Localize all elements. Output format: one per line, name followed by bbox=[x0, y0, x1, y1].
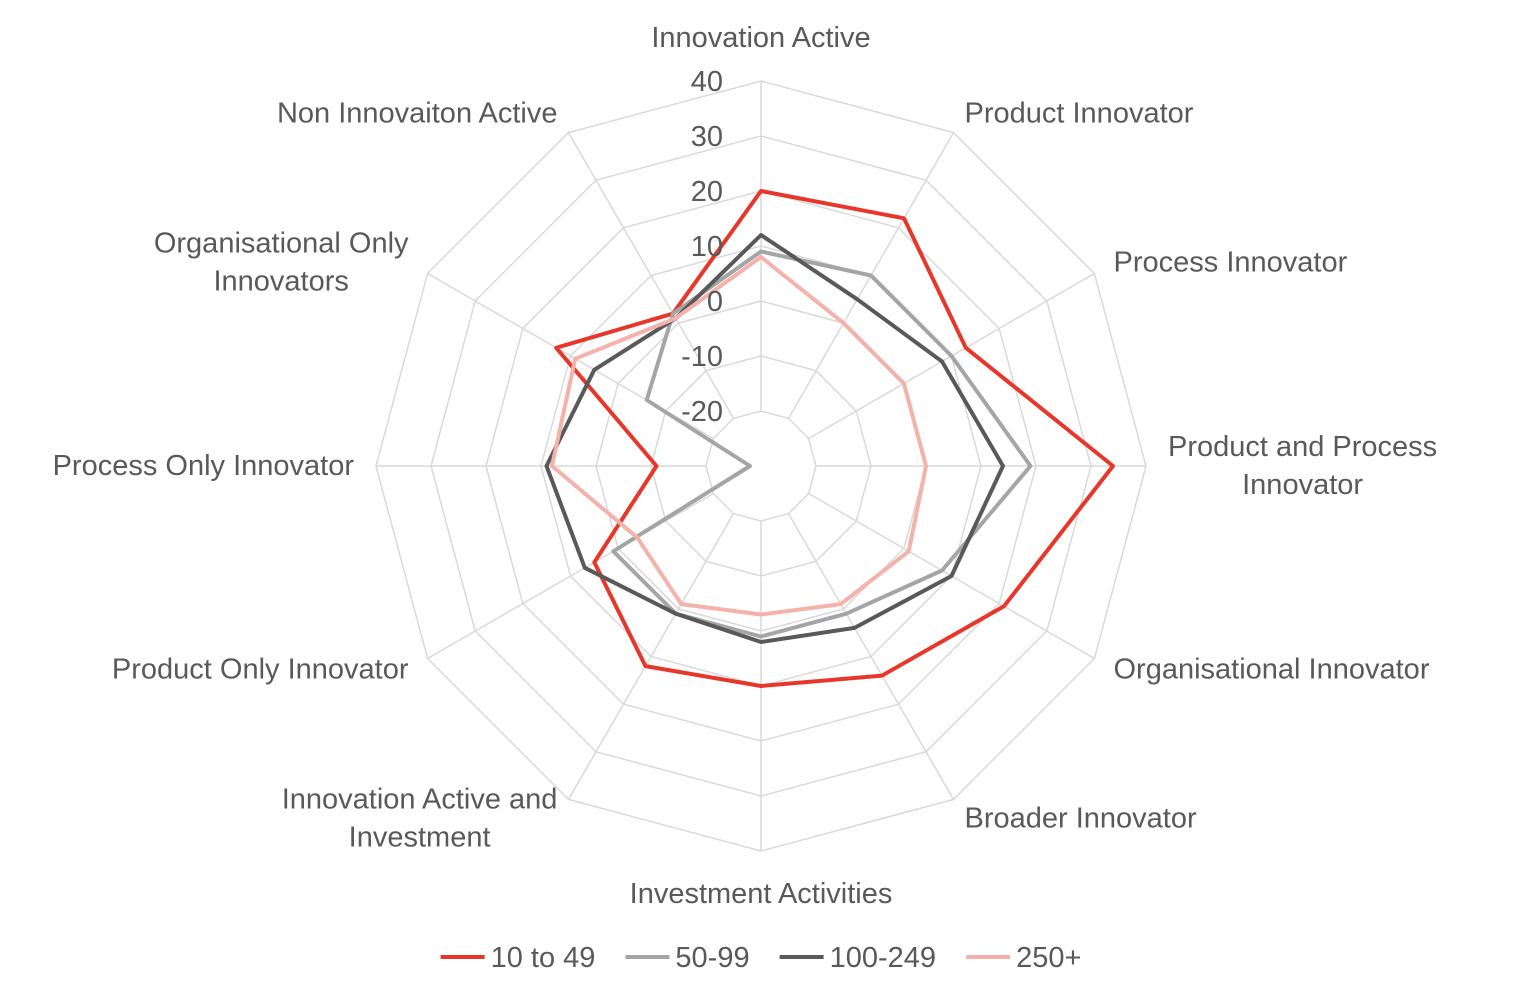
series-line-250- bbox=[550, 255, 928, 617]
tick-label: 0 bbox=[707, 286, 723, 318]
grid-spoke bbox=[787, 513, 955, 800]
category-label: Innovation Active and Investment bbox=[282, 784, 558, 854]
legend-item: 50-99 bbox=[625, 942, 750, 974]
category-label: Process Only Innovator bbox=[53, 450, 355, 482]
grid-spoke bbox=[567, 132, 735, 419]
legend-item: 100-249 bbox=[779, 942, 936, 974]
category-label: Broader Innovator bbox=[965, 803, 1197, 835]
category-label-line: Investment bbox=[349, 822, 491, 854]
category-label-line: Product Innovator bbox=[965, 98, 1194, 130]
category-label-line: Process Only Innovator bbox=[53, 450, 355, 482]
category-label: Organisational Innovator bbox=[1114, 654, 1430, 686]
series-line-50-99 bbox=[611, 249, 1033, 639]
category-labels: Innovation Active Product Innovator Proces… bbox=[53, 22, 1438, 910]
category-label-line: Product and Process bbox=[1168, 431, 1437, 463]
category-label: Product Only Innovator bbox=[112, 654, 409, 686]
category-label-line: Organisational Innovator bbox=[1114, 654, 1430, 686]
series-line-10-to-49 bbox=[554, 189, 1115, 688]
tick-label: 10 bbox=[691, 231, 723, 263]
legend-item: 250+ bbox=[966, 942, 1081, 974]
legend: 10 to 49 50-99 100-249 250+ bbox=[440, 942, 1081, 974]
category-label: Non Innovaiton Active bbox=[277, 98, 558, 130]
legend-label: 250+ bbox=[1016, 942, 1081, 974]
category-label-line: Organisational Only bbox=[154, 228, 409, 260]
category-label: Product Innovator bbox=[965, 98, 1194, 130]
category-label-line: Innovator bbox=[1242, 469, 1363, 501]
tick-label: -10 bbox=[681, 341, 723, 373]
category-label-line: Innovation Active and bbox=[282, 784, 558, 816]
category-label-line: Investment Activities bbox=[630, 878, 893, 910]
tick-label: 40 bbox=[691, 66, 723, 98]
legend-item: 10 to 49 bbox=[440, 942, 596, 974]
category-label-line: Non Innovaiton Active bbox=[277, 98, 558, 130]
category-label-line: Product Only Innovator bbox=[112, 654, 409, 686]
grid-spoke bbox=[427, 492, 714, 660]
legend-label: 50-99 bbox=[675, 942, 749, 974]
series-lines bbox=[544, 189, 1115, 688]
category-label-line: Innovators bbox=[213, 266, 348, 298]
tick-label: 20 bbox=[691, 176, 723, 208]
grid-spoke bbox=[567, 513, 735, 800]
radial-tick-labels: -20 -10 0 10 20 30 40 bbox=[681, 66, 723, 428]
category-label: Innovation Active bbox=[651, 22, 870, 54]
category-label: Product and Process Innovator bbox=[1168, 431, 1437, 501]
category-label-line: Innovation Active bbox=[651, 22, 870, 54]
legend-label: 10 to 49 bbox=[491, 942, 596, 974]
category-label-line: Broader Innovator bbox=[965, 803, 1197, 835]
category-label: Organisational Only Innovators bbox=[154, 228, 409, 298]
tick-label: 30 bbox=[691, 121, 723, 153]
category-label: Process Innovator bbox=[1114, 247, 1348, 279]
series-line-100-249 bbox=[544, 233, 1005, 644]
tick-label: -20 bbox=[681, 396, 723, 428]
category-label: Investment Activities bbox=[630, 878, 893, 910]
legend-label: 100-249 bbox=[830, 942, 936, 974]
category-label-line: Process Innovator bbox=[1114, 247, 1348, 279]
